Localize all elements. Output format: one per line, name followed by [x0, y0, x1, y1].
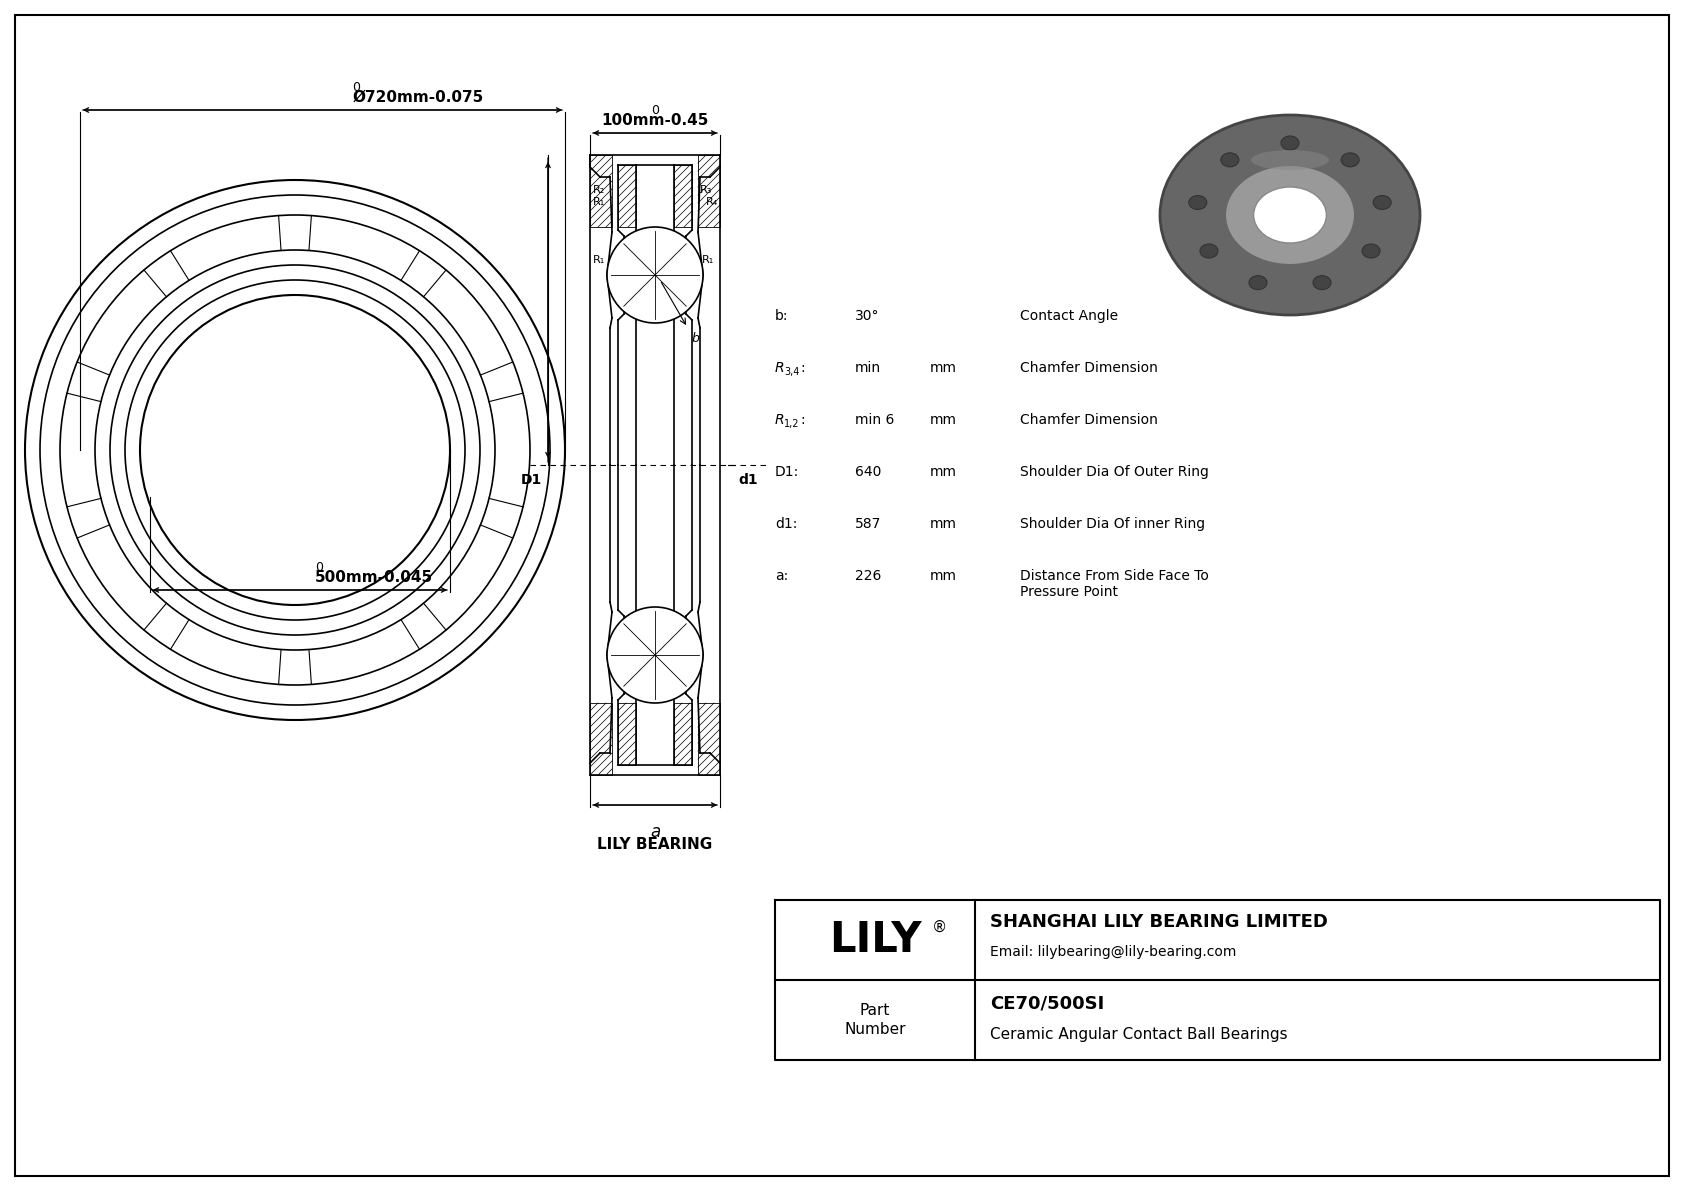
Ellipse shape: [1251, 150, 1329, 170]
Text: 0: 0: [352, 81, 360, 94]
Ellipse shape: [1250, 275, 1266, 289]
Text: Distance From Side Face To: Distance From Side Face To: [1021, 569, 1209, 584]
Ellipse shape: [1362, 244, 1381, 258]
Text: LILY BEARING: LILY BEARING: [598, 837, 712, 852]
Ellipse shape: [1221, 152, 1239, 167]
Text: d1: d1: [738, 473, 758, 487]
Text: b: b: [692, 331, 699, 344]
Bar: [618, 703, 637, 765]
Text: CE70/500SI: CE70/500SI: [990, 994, 1105, 1014]
Text: 500mm-0.045: 500mm-0.045: [315, 570, 433, 585]
Text: R₃: R₃: [701, 185, 712, 195]
Text: 3,4: 3,4: [785, 367, 800, 378]
Text: R₁: R₁: [593, 255, 605, 266]
Text: Shoulder Dia Of Outer Ring: Shoulder Dia Of Outer Ring: [1021, 464, 1209, 479]
Text: min 6: min 6: [855, 413, 894, 428]
Text: :: :: [800, 413, 805, 428]
Text: LILY: LILY: [829, 919, 921, 961]
Text: 0: 0: [315, 561, 323, 574]
Bar: [589, 155, 611, 227]
Text: Ceramic Angular Contact Ball Bearings: Ceramic Angular Contact Ball Bearings: [990, 1027, 1288, 1041]
Text: 640: 640: [855, 464, 881, 479]
Ellipse shape: [1160, 116, 1420, 314]
Bar: [589, 703, 611, 775]
Bar: [674, 703, 692, 765]
Text: a:: a:: [775, 569, 788, 584]
Text: R: R: [775, 361, 785, 375]
Text: Contact Angle: Contact Angle: [1021, 308, 1118, 323]
Text: min: min: [855, 361, 881, 375]
Text: 30°: 30°: [855, 308, 879, 323]
Text: D1:: D1:: [775, 464, 800, 479]
Text: D1: D1: [520, 473, 542, 487]
Text: 587: 587: [855, 517, 881, 531]
Bar: [618, 166, 637, 227]
Text: SHANGHAI LILY BEARING LIMITED: SHANGHAI LILY BEARING LIMITED: [990, 913, 1329, 931]
Text: 226: 226: [855, 569, 881, 584]
Text: mm: mm: [930, 464, 957, 479]
Text: R₂: R₂: [606, 272, 618, 282]
Text: mm: mm: [930, 569, 957, 584]
Text: d1:: d1:: [775, 517, 798, 531]
Text: Shoulder Dia Of inner Ring: Shoulder Dia Of inner Ring: [1021, 517, 1206, 531]
Text: b:: b:: [775, 308, 788, 323]
Text: mm: mm: [930, 413, 957, 428]
Ellipse shape: [1189, 195, 1207, 210]
Text: a: a: [650, 823, 660, 841]
Text: R₂: R₂: [593, 185, 605, 195]
Text: :: :: [800, 361, 805, 375]
Text: 1,2: 1,2: [785, 419, 800, 429]
Text: Part
Number: Part Number: [844, 1003, 906, 1037]
Bar: [697, 703, 721, 775]
Ellipse shape: [1372, 195, 1391, 210]
Text: Email: lilybearing@lily-bearing.com: Email: lilybearing@lily-bearing.com: [990, 944, 1236, 959]
Text: Ø720mm-0.075: Ø720mm-0.075: [352, 91, 483, 105]
Ellipse shape: [1224, 166, 1356, 266]
Text: R₄: R₄: [706, 197, 719, 207]
Ellipse shape: [1201, 244, 1218, 258]
Text: 0: 0: [652, 104, 658, 117]
Text: 100mm-0.45: 100mm-0.45: [601, 113, 709, 127]
Text: R: R: [775, 413, 785, 428]
Ellipse shape: [1282, 136, 1298, 150]
Text: R₁: R₁: [702, 255, 714, 266]
Bar: [674, 166, 692, 227]
Text: Chamfer Dimension: Chamfer Dimension: [1021, 361, 1159, 375]
Text: ®: ®: [933, 919, 948, 935]
Ellipse shape: [1314, 275, 1330, 289]
Ellipse shape: [1253, 187, 1327, 243]
Ellipse shape: [1340, 152, 1359, 167]
Circle shape: [606, 227, 702, 323]
Text: R₁: R₁: [593, 197, 605, 207]
Text: Chamfer Dimension: Chamfer Dimension: [1021, 413, 1159, 428]
Circle shape: [606, 607, 702, 703]
Text: mm: mm: [930, 517, 957, 531]
Bar: [697, 155, 721, 227]
Text: mm: mm: [930, 361, 957, 375]
Text: Pressure Point: Pressure Point: [1021, 585, 1118, 599]
Text: R₂: R₂: [692, 272, 704, 282]
